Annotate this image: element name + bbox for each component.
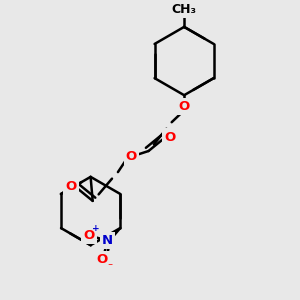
Text: O: O bbox=[83, 229, 95, 242]
Text: O: O bbox=[178, 100, 190, 113]
Text: ⁻: ⁻ bbox=[107, 262, 112, 272]
Text: O: O bbox=[97, 254, 108, 266]
Text: O: O bbox=[126, 150, 137, 163]
Text: CH₃: CH₃ bbox=[172, 3, 197, 16]
Text: N: N bbox=[102, 234, 113, 247]
Text: O: O bbox=[165, 130, 176, 144]
Text: O: O bbox=[65, 181, 76, 194]
Text: +: + bbox=[92, 224, 100, 233]
